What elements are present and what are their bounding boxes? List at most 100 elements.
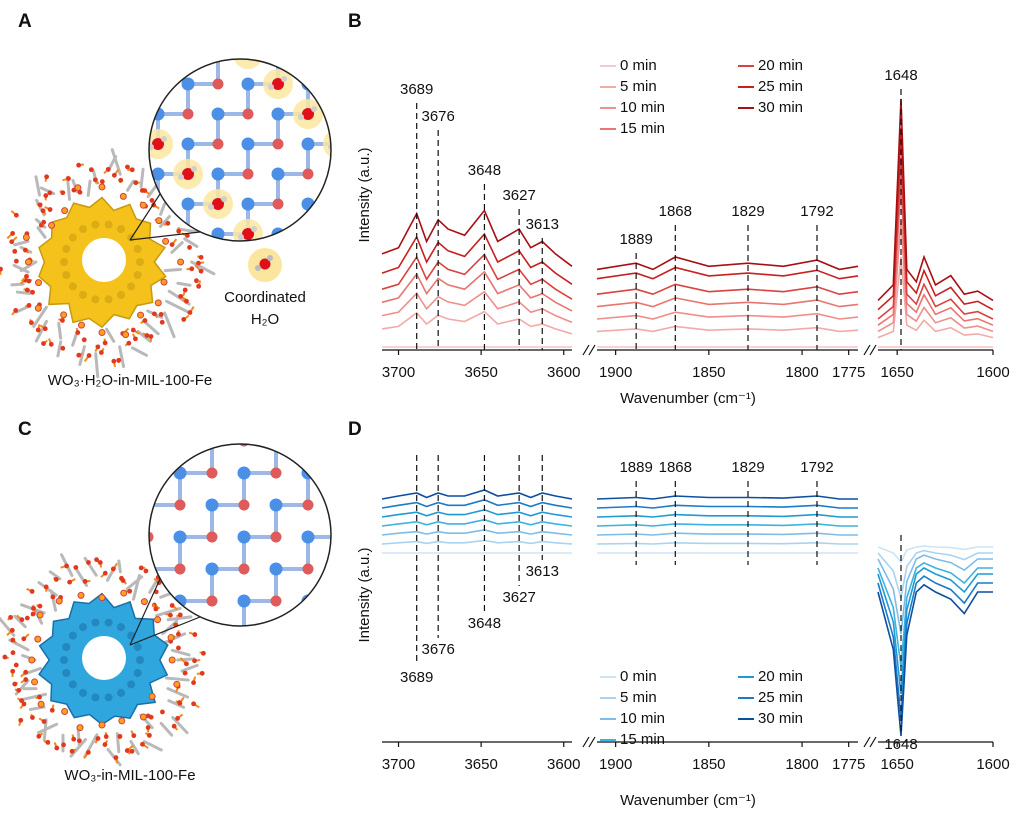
pore — [82, 636, 126, 680]
zoom-line — [129, 193, 161, 241]
peak-label: 1648 — [884, 67, 917, 84]
cage-node — [60, 258, 68, 266]
o-atom — [367, 436, 378, 447]
spectrum — [381, 232, 573, 285]
w-atom — [269, 498, 283, 512]
w-atom — [206, 627, 219, 640]
atom — [199, 670, 205, 676]
w-atom — [151, 167, 165, 181]
linker — [118, 345, 126, 369]
legend-label: 10 min — [620, 99, 665, 116]
metal — [167, 634, 175, 642]
o-atom — [302, 563, 314, 575]
cage-node — [104, 220, 113, 229]
cage-node — [117, 290, 125, 299]
metal — [35, 279, 43, 287]
atom — [177, 612, 183, 618]
atom — [37, 694, 42, 700]
o-atom — [238, 563, 250, 575]
atom — [176, 228, 182, 234]
atom — [131, 733, 137, 739]
peak-label: 3627 — [502, 187, 535, 204]
legend-label: 30 min — [758, 99, 803, 116]
atom — [81, 337, 87, 343]
spectrum — [596, 266, 859, 280]
o-atom — [335, 468, 346, 479]
metal — [61, 707, 69, 715]
o-atom — [206, 595, 218, 607]
w-atom — [237, 466, 251, 480]
atom — [16, 687, 22, 693]
atom — [66, 176, 71, 181]
atom — [53, 576, 59, 582]
water-h — [251, 226, 257, 232]
atom — [151, 311, 157, 317]
peak-label: 1829 — [731, 203, 764, 220]
w-atom — [366, 467, 379, 480]
w-atom — [366, 531, 379, 544]
atom — [41, 341, 46, 346]
x-tick-label: 3650 — [464, 364, 497, 381]
linker — [176, 657, 196, 662]
atom — [140, 741, 145, 747]
atom — [13, 662, 19, 668]
atom — [31, 605, 36, 611]
metal — [154, 299, 162, 307]
axis-break — [863, 344, 871, 356]
w-atom — [271, 107, 285, 121]
metal — [177, 258, 185, 266]
atom — [102, 570, 108, 576]
cage-node — [62, 668, 71, 677]
o-atom — [239, 628, 250, 639]
cage-node — [62, 270, 71, 279]
linker — [190, 260, 216, 276]
linker — [183, 237, 199, 248]
o-atom — [123, 49, 134, 60]
cage-node — [127, 282, 136, 291]
cage-node — [62, 245, 71, 254]
spectrum — [596, 541, 858, 545]
water-o — [122, 108, 134, 120]
w-atom — [366, 659, 379, 672]
cage-node — [68, 282, 77, 291]
o-atom — [152, 78, 164, 90]
atom — [10, 650, 16, 656]
zoom-frame — [148, 58, 332, 242]
o-atom — [333, 19, 344, 30]
atom — [40, 208, 46, 214]
peak-label: 1889 — [619, 459, 652, 476]
linker — [34, 319, 48, 343]
atom — [125, 164, 130, 170]
atom — [60, 190, 66, 196]
linker — [49, 589, 58, 612]
cage-node — [62, 643, 71, 652]
atom — [24, 273, 29, 279]
cage-node — [68, 631, 77, 640]
peak-label: 1829 — [731, 459, 764, 476]
linker — [165, 299, 190, 314]
x-tick-label: 3650 — [464, 756, 497, 773]
atom — [82, 579, 88, 584]
spectrum — [381, 208, 573, 267]
atom — [30, 611, 36, 617]
peak-label: 1868 — [659, 459, 692, 476]
metal — [160, 278, 168, 286]
spectrum — [381, 529, 573, 536]
atom — [97, 560, 103, 565]
cage-node — [68, 233, 77, 242]
atom — [111, 358, 117, 364]
w-atom — [270, 627, 283, 640]
w-atom — [332, 228, 345, 241]
linker — [159, 202, 167, 216]
atom — [42, 326, 48, 332]
o-atom — [303, 628, 314, 639]
atom — [184, 661, 189, 667]
water-halo — [323, 129, 331, 159]
o-atom — [363, 109, 374, 120]
w-atom — [238, 659, 251, 672]
spectrum — [596, 532, 858, 536]
w-atom — [302, 403, 315, 416]
water-h — [311, 106, 317, 112]
water-h — [191, 166, 197, 172]
